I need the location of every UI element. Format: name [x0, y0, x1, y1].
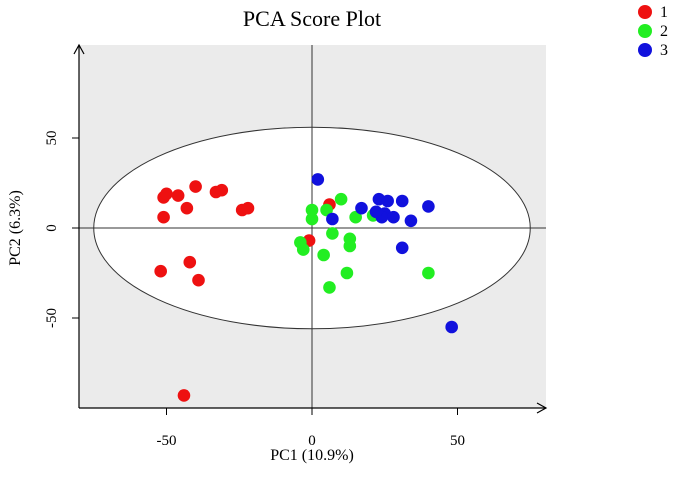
data-point-group-1: [157, 210, 170, 224]
data-point-group-2: [326, 227, 339, 240]
data-point-group-3: [355, 201, 368, 215]
data-point-group-3: [404, 214, 418, 228]
data-point-group-2: [305, 203, 319, 217]
data-point-group-3: [381, 194, 394, 208]
data-point-group-1: [160, 187, 173, 201]
data-point-group-1: [154, 264, 167, 278]
legend-marker-3: [638, 43, 652, 57]
data-point-group-1: [192, 273, 205, 287]
legend-marker-1: [638, 5, 652, 19]
legend-label-3: 3: [660, 42, 668, 59]
data-point-group-2: [320, 203, 333, 217]
x-axis-arrow: [536, 402, 548, 414]
data-point-group-2: [349, 210, 362, 224]
legend: 1 2 3: [638, 4, 668, 59]
data-point-group-1: [241, 201, 255, 215]
data-point-group-1: [183, 255, 197, 269]
plot-area: -50 0 50 -50 0 50: [44, 43, 548, 449]
x-axis-label: PC1 (10.9%): [270, 447, 354, 464]
x-tick-label: 50: [450, 433, 465, 449]
data-point-group-3: [369, 205, 383, 219]
data-point-group-3: [326, 212, 339, 226]
y-axis-label: PC2 (6.3%): [7, 190, 24, 266]
data-point-group-2: [334, 192, 348, 206]
data-point-group-3: [311, 173, 325, 186]
data-point-group-2: [296, 243, 310, 256]
data-point-group-2: [422, 266, 435, 280]
y-tick-label: 50: [44, 131, 60, 146]
chart-title: PCA Score Plot: [243, 6, 381, 31]
data-point-group-1: [215, 183, 229, 197]
legend-label-2: 2: [660, 23, 668, 40]
data-point-group-3: [395, 194, 409, 208]
data-point-group-2: [340, 266, 354, 280]
data-point-group-1: [177, 389, 191, 402]
data-point-group-3: [422, 200, 435, 213]
data-point-group-3: [387, 210, 400, 224]
y-axis-arrow: [73, 43, 85, 55]
y-tick-label: -50: [44, 308, 60, 328]
data-point-group-3: [445, 320, 458, 334]
data-point-group-1: [180, 201, 194, 215]
legend-marker-2: [638, 24, 652, 38]
data-point-group-1: [171, 189, 185, 202]
x-tick-label: 0: [308, 433, 316, 449]
data-point-group-2: [343, 239, 357, 253]
legend-label-1: 1: [660, 4, 668, 21]
x-tick-label: -50: [157, 433, 177, 449]
data-point-group-2: [317, 248, 330, 262]
y-tick-label: 0: [44, 224, 60, 232]
data-point-group-2: [305, 212, 319, 226]
data-point-group-2: [323, 281, 336, 294]
data-point-group-1: [189, 180, 202, 193]
data-point-group-3: [395, 241, 409, 255]
